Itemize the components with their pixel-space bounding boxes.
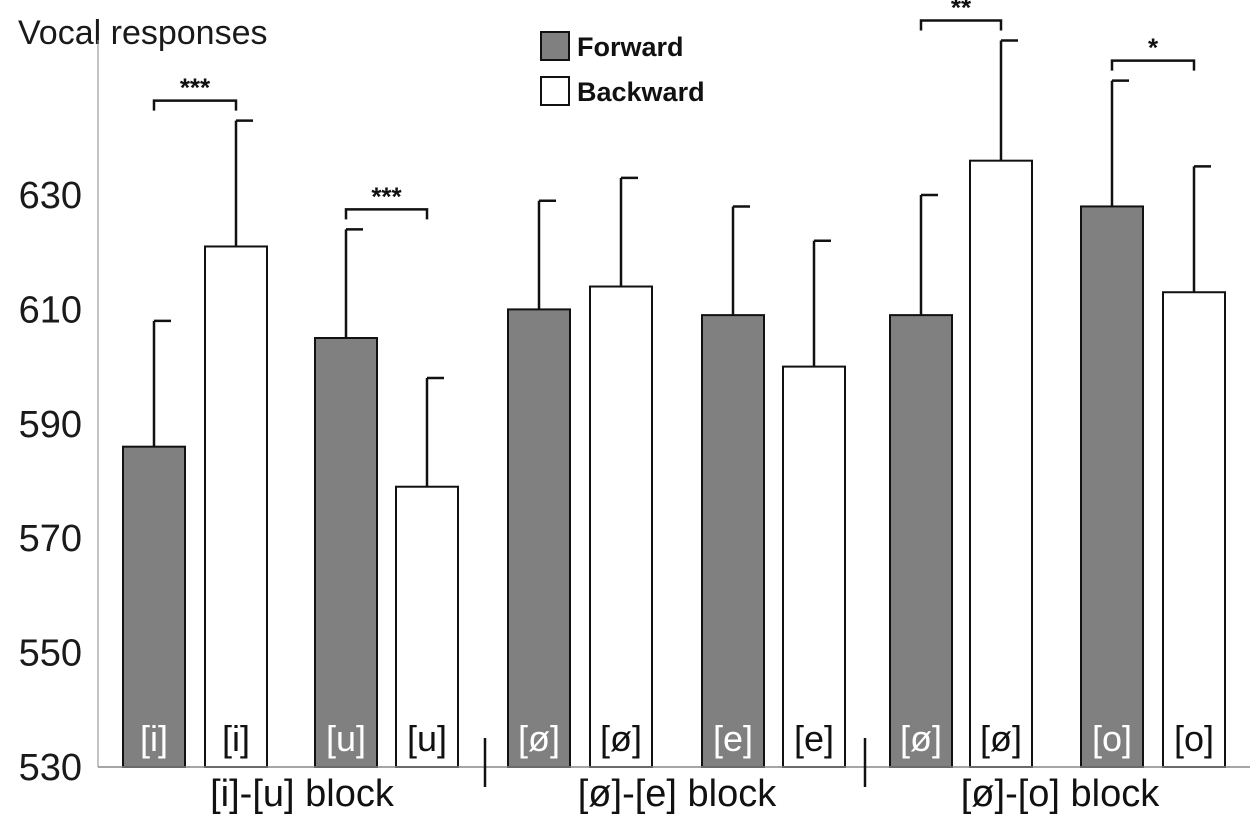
bar — [314, 337, 378, 768]
bar-label: [ø] — [600, 718, 642, 759]
bar-group: [ø] — [589, 176, 653, 768]
significance-bracket: * — [1110, 33, 1196, 71]
x-axis: [i]-[u] block [ø]-[e] block [ø]-[o] block — [98, 738, 1250, 815]
legend-swatch — [540, 76, 570, 106]
y-tick-label: 550 — [19, 633, 82, 675]
bracket-line — [344, 208, 429, 220]
chart-title: Vocal responses — [18, 14, 268, 52]
bar-label: [o] — [1092, 718, 1132, 759]
bar-label: [u] — [407, 718, 447, 759]
bars: [i] [i] [u] [u] [ø] [ø] [e] [e] [ø] [ø] [o] [o]****… — [122, 0, 1226, 769]
block-label: [ø]-[o] block — [961, 773, 1160, 815]
legend-swatch — [540, 31, 570, 61]
bar — [1162, 291, 1226, 768]
bar-label: [ø] — [518, 718, 560, 759]
bracket-line — [919, 19, 1003, 31]
bar-group: [ø] — [507, 199, 571, 768]
bar-label: [e] — [794, 718, 834, 759]
block-label: [ø]-[e] block — [578, 773, 777, 815]
bar-label: [o] — [1174, 718, 1214, 759]
bar-group: [u] — [314, 228, 378, 768]
significance-stars: *** — [371, 181, 402, 211]
bar-group: [o] — [1080, 79, 1144, 768]
legend-label: Forward — [577, 32, 684, 62]
significance-stars: *** — [180, 73, 211, 103]
significance-bracket: ** — [919, 0, 1003, 31]
bar-group: [ø] — [969, 39, 1033, 768]
y-tick-label: 590 — [19, 404, 82, 446]
bar-group: [e] — [782, 239, 846, 768]
bar-label: [u] — [326, 718, 366, 759]
bar — [969, 159, 1033, 768]
bar-group: [e] — [701, 205, 765, 768]
bar-label: [e] — [713, 718, 753, 759]
bar-group: [i] — [122, 319, 186, 768]
significance-stars: * — [1148, 33, 1159, 63]
legend: Forward Backward — [540, 31, 705, 107]
y-tick-label: 610 — [19, 289, 82, 331]
bar-label: [i] — [222, 718, 250, 759]
bar-group: [ø] — [889, 193, 953, 768]
bar — [701, 314, 765, 768]
bar-label: [ø] — [980, 718, 1022, 759]
bar — [507, 308, 571, 768]
bar — [889, 314, 953, 768]
significance-bracket: *** — [344, 181, 429, 220]
bar-group: [u] — [395, 376, 459, 768]
legend-label: Backward — [577, 77, 705, 107]
y-axis: 530 550 570 590 610 630 — [19, 40, 99, 789]
bar-label: [i] — [140, 718, 168, 759]
bar — [395, 485, 459, 768]
bar-group: [o] — [1162, 165, 1226, 768]
bar-label: [ø] — [900, 718, 942, 759]
bracket-line — [1110, 59, 1196, 71]
block-label: [i]-[u] block — [210, 773, 395, 815]
bar — [782, 365, 846, 768]
significance-stars: ** — [951, 0, 972, 23]
bar — [589, 285, 653, 768]
y-tick-label: 530 — [19, 747, 82, 789]
bar — [204, 245, 268, 769]
y-tick-label: 570 — [19, 518, 82, 560]
bar — [1080, 205, 1144, 768]
y-tick-label: 630 — [19, 175, 82, 217]
bar-group: [i] — [204, 119, 268, 769]
significance-bracket: *** — [152, 73, 238, 111]
bracket-line — [152, 99, 238, 111]
